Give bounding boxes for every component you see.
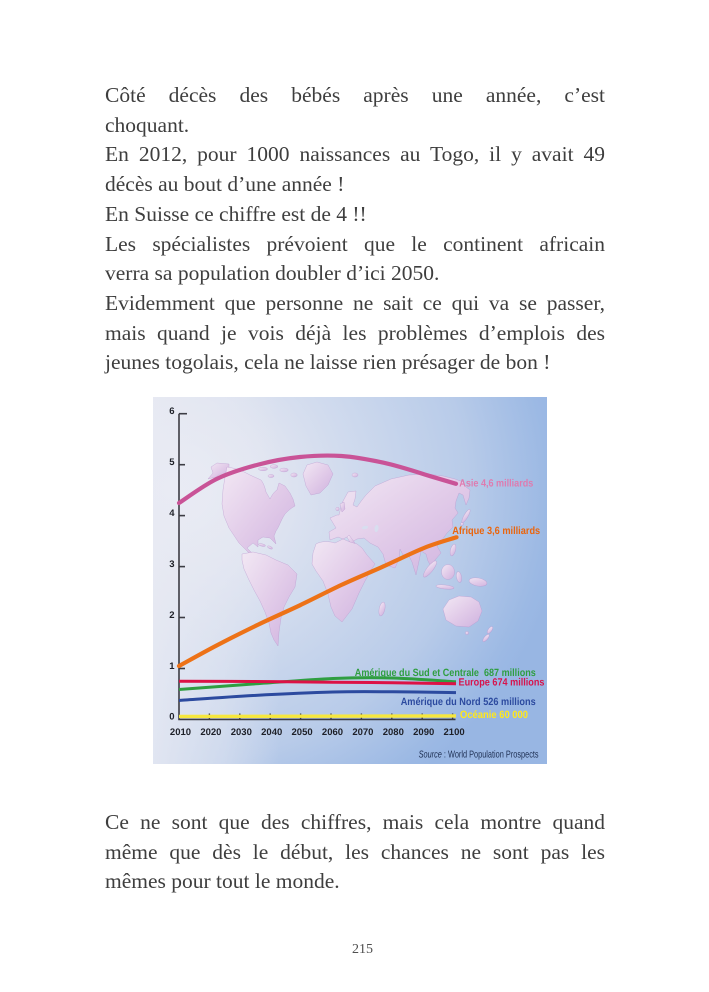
svg-text:Amérique du Sud et Centrale 6: Amérique du Sud et Centrale 687 millions xyxy=(355,667,536,679)
svg-text:2040: 2040 xyxy=(261,727,282,738)
svg-text:2100: 2100 xyxy=(444,727,465,738)
svg-text:2090: 2090 xyxy=(413,727,434,738)
svg-text:Amérique du Nord 526 millions: Amérique du Nord 526 millions xyxy=(401,696,536,708)
svg-text:1: 1 xyxy=(169,661,175,672)
svg-text:Océanie 60 000: Océanie 60 000 xyxy=(460,709,528,721)
svg-text:2020: 2020 xyxy=(200,727,221,738)
svg-text:2050: 2050 xyxy=(292,727,313,738)
svg-text:2030: 2030 xyxy=(231,727,252,738)
svg-text:Europe 674 millions: Europe 674 millions xyxy=(459,677,545,689)
svg-text:Source : World Population Pros: Source : World Population Prospects xyxy=(419,750,539,761)
svg-text:2010: 2010 xyxy=(170,727,191,738)
svg-text:4: 4 xyxy=(169,508,175,519)
svg-text:2060: 2060 xyxy=(322,727,343,738)
svg-text:Asie 4,6 milliards: Asie 4,6 milliards xyxy=(459,478,533,490)
svg-text:2: 2 xyxy=(169,610,174,621)
svg-text:Afrique 3,6 milliards: Afrique 3,6 milliards xyxy=(452,525,540,537)
svg-text:2070: 2070 xyxy=(352,727,373,738)
svg-text:6: 6 xyxy=(169,406,174,417)
svg-text:3: 3 xyxy=(169,559,174,570)
svg-text:2080: 2080 xyxy=(383,727,404,738)
svg-text:0: 0 xyxy=(169,712,174,723)
svg-text:5: 5 xyxy=(169,457,175,468)
